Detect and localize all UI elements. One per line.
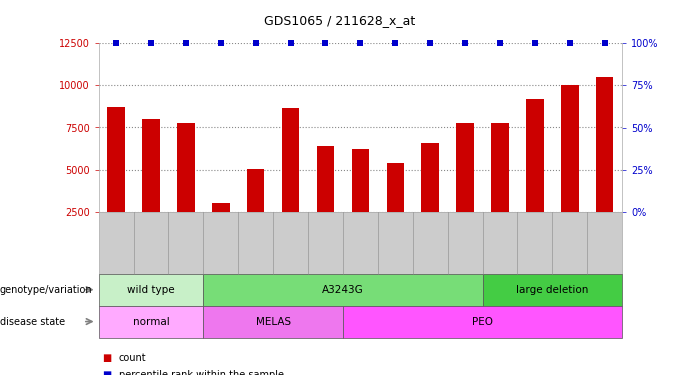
Point	[180, 40, 191, 46]
Bar	[422, 143, 439, 212]
Text: percentile rank within the sample: percentile rank within the sample	[119, 370, 284, 375]
Bar	[142, 119, 160, 212]
Point	[460, 40, 471, 46]
Bar	[561, 86, 579, 212]
Text: ■: ■	[102, 353, 112, 363]
Point	[146, 40, 156, 46]
Bar	[317, 146, 334, 212]
Point	[494, 40, 505, 46]
Bar	[526, 99, 544, 212]
Point	[599, 40, 610, 46]
Point	[564, 40, 575, 46]
Bar	[491, 123, 509, 212]
Point	[320, 40, 331, 46]
Bar	[177, 123, 194, 212]
Point	[425, 40, 436, 46]
Text: disease state: disease state	[0, 316, 65, 327]
Text: genotype/variation: genotype/variation	[0, 285, 92, 295]
Bar	[456, 123, 474, 212]
Text: normal: normal	[133, 316, 169, 327]
Bar	[386, 163, 404, 212]
Text: PEO: PEO	[472, 316, 493, 327]
Text: count: count	[119, 353, 147, 363]
Point	[355, 40, 366, 46]
Bar	[282, 108, 299, 212]
Text: MELAS: MELAS	[256, 316, 290, 327]
Point	[111, 40, 122, 46]
Bar	[247, 169, 265, 212]
Text: wild type: wild type	[127, 285, 175, 295]
Point	[390, 40, 401, 46]
Bar	[596, 77, 613, 212]
Text: large deletion: large deletion	[516, 285, 589, 295]
Text: A3243G: A3243G	[322, 285, 364, 295]
Point	[250, 40, 261, 46]
Bar	[352, 149, 369, 212]
Point	[216, 40, 226, 46]
Point	[285, 40, 296, 46]
Text: ■: ■	[102, 370, 112, 375]
Point	[530, 40, 541, 46]
Bar	[212, 202, 230, 212]
Text: GDS1065 / 211628_x_at: GDS1065 / 211628_x_at	[265, 14, 415, 27]
Bar	[107, 107, 124, 212]
